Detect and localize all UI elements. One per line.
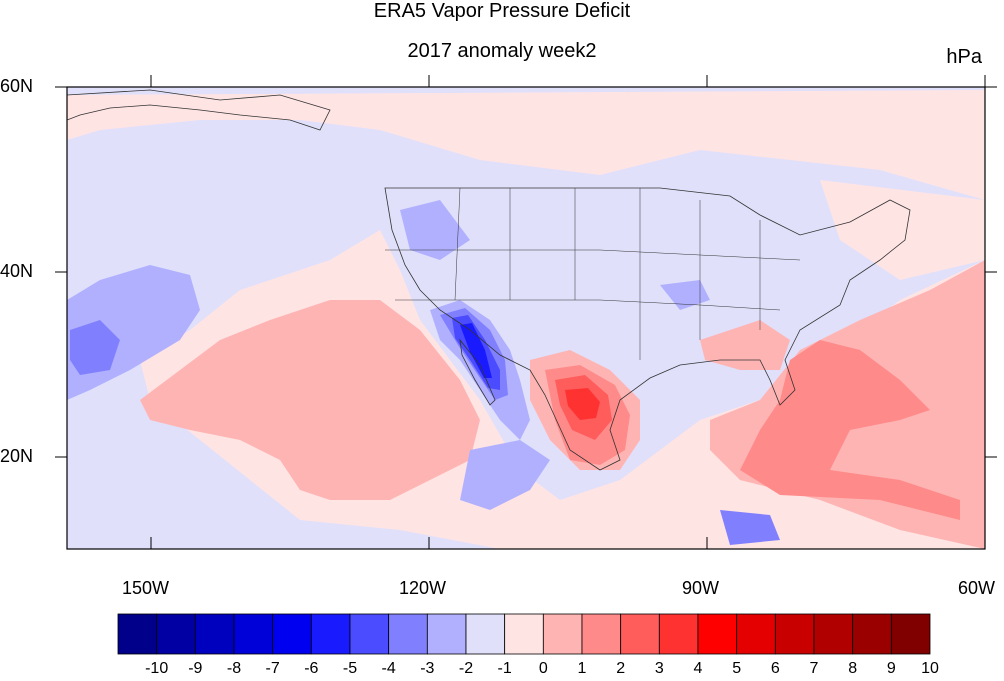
colorbar-tick-label: -7 [265, 660, 280, 677]
lon-label-90w: 90W [682, 578, 720, 598]
colorbar-swatch [388, 613, 428, 655]
anomaly-patch-west-pacific-core [70, 320, 120, 375]
lat-label-60n: 60N [0, 76, 34, 96]
colorbar-swatch [890, 613, 931, 655]
colorbar-tick-label: -10 [145, 660, 169, 677]
anomaly-patch-northwest [400, 200, 470, 260]
colorbar-swatch [774, 613, 815, 655]
anomaly-patch-mid-us [660, 280, 710, 310]
colorbar-tick-label: 3 [654, 660, 664, 677]
colorbar-swatch [736, 613, 776, 655]
lat-label-20n: 20N [0, 446, 34, 466]
anomaly-patch-mexico-peak [565, 388, 600, 420]
colorbar-swatch [233, 613, 274, 655]
colorbar-tick-label: -8 [226, 660, 242, 677]
anomaly-patch-northeast-pink [820, 180, 985, 280]
axis-ticks [55, 75, 997, 549]
colorbar-swatch [504, 613, 544, 655]
lon-label-120w: 120W [399, 578, 447, 598]
anomaly-patch-southwest-pacific [460, 440, 550, 510]
colorbar-tick-label: 4 [693, 660, 703, 677]
units-label: hPa [946, 46, 982, 68]
lon-label-60w: 60W [958, 578, 996, 598]
map-subtitle: 2017 anomaly week2 [407, 40, 597, 62]
colorbar-swatch [426, 613, 467, 655]
colorbar-swatch [852, 613, 892, 655]
colorbar-swatch [272, 613, 312, 655]
colorbar [117, 613, 931, 655]
anomaly-patch-north-pink [67, 90, 985, 200]
colorbar-swatch [658, 613, 699, 655]
anomaly-patch-atlantic-core [740, 340, 960, 520]
coastlines [67, 89, 911, 471]
colorbar-swatch [194, 613, 235, 655]
map-title: ERA5 Vapor Pressure Deficit [373, 0, 631, 22]
colorbar-tick-label: -2 [458, 660, 474, 677]
colorbar-tick-label: 0 [538, 660, 548, 677]
colorbar-tick-label: 7 [809, 660, 819, 677]
lon-label-150w: 150W [122, 578, 170, 598]
colorbar-tick-label: -3 [420, 660, 435, 677]
anomaly-patch-south [720, 510, 780, 545]
colorbar-swatch [620, 613, 660, 655]
colorbar-swatch [349, 613, 390, 655]
anomaly-field [67, 87, 985, 549]
colorbar-swatch [813, 613, 854, 655]
colorbar-tick-label: 8 [848, 660, 858, 677]
colorbar-swatch [697, 613, 738, 655]
anomaly-patch-southeast [700, 320, 790, 370]
anomaly-patch-pacific [140, 300, 480, 500]
colorbar-tick-label: 2 [616, 660, 626, 677]
colorbar-tick-label: -9 [188, 660, 203, 677]
colorbar-swatch [581, 613, 622, 655]
state-borders [385, 187, 801, 360]
colorbar-tick-label: 1 [577, 660, 587, 677]
map-frame [66, 86, 986, 550]
colorbar-tick-label: 6 [770, 660, 780, 677]
colorbar-tick-label: -5 [342, 660, 358, 677]
colorbar-tick-label: 9 [886, 660, 896, 677]
colorbar-tick-label: -4 [381, 660, 396, 677]
colorbar-swatch [156, 613, 196, 655]
lat-label-40n: 40N [0, 261, 34, 281]
colorbar-tick-label: -6 [304, 660, 319, 677]
colorbar-swatch [465, 613, 506, 655]
anomaly-patch-baja-peak [460, 323, 492, 378]
colorbar-tick-label: 10 [921, 660, 939, 677]
colorbar-swatch [310, 613, 351, 655]
colorbar-tick-label: 5 [732, 660, 742, 677]
colorbar-tick-label: -1 [497, 660, 512, 677]
colorbar-swatch [542, 613, 583, 655]
colorbar-swatch [117, 613, 158, 655]
